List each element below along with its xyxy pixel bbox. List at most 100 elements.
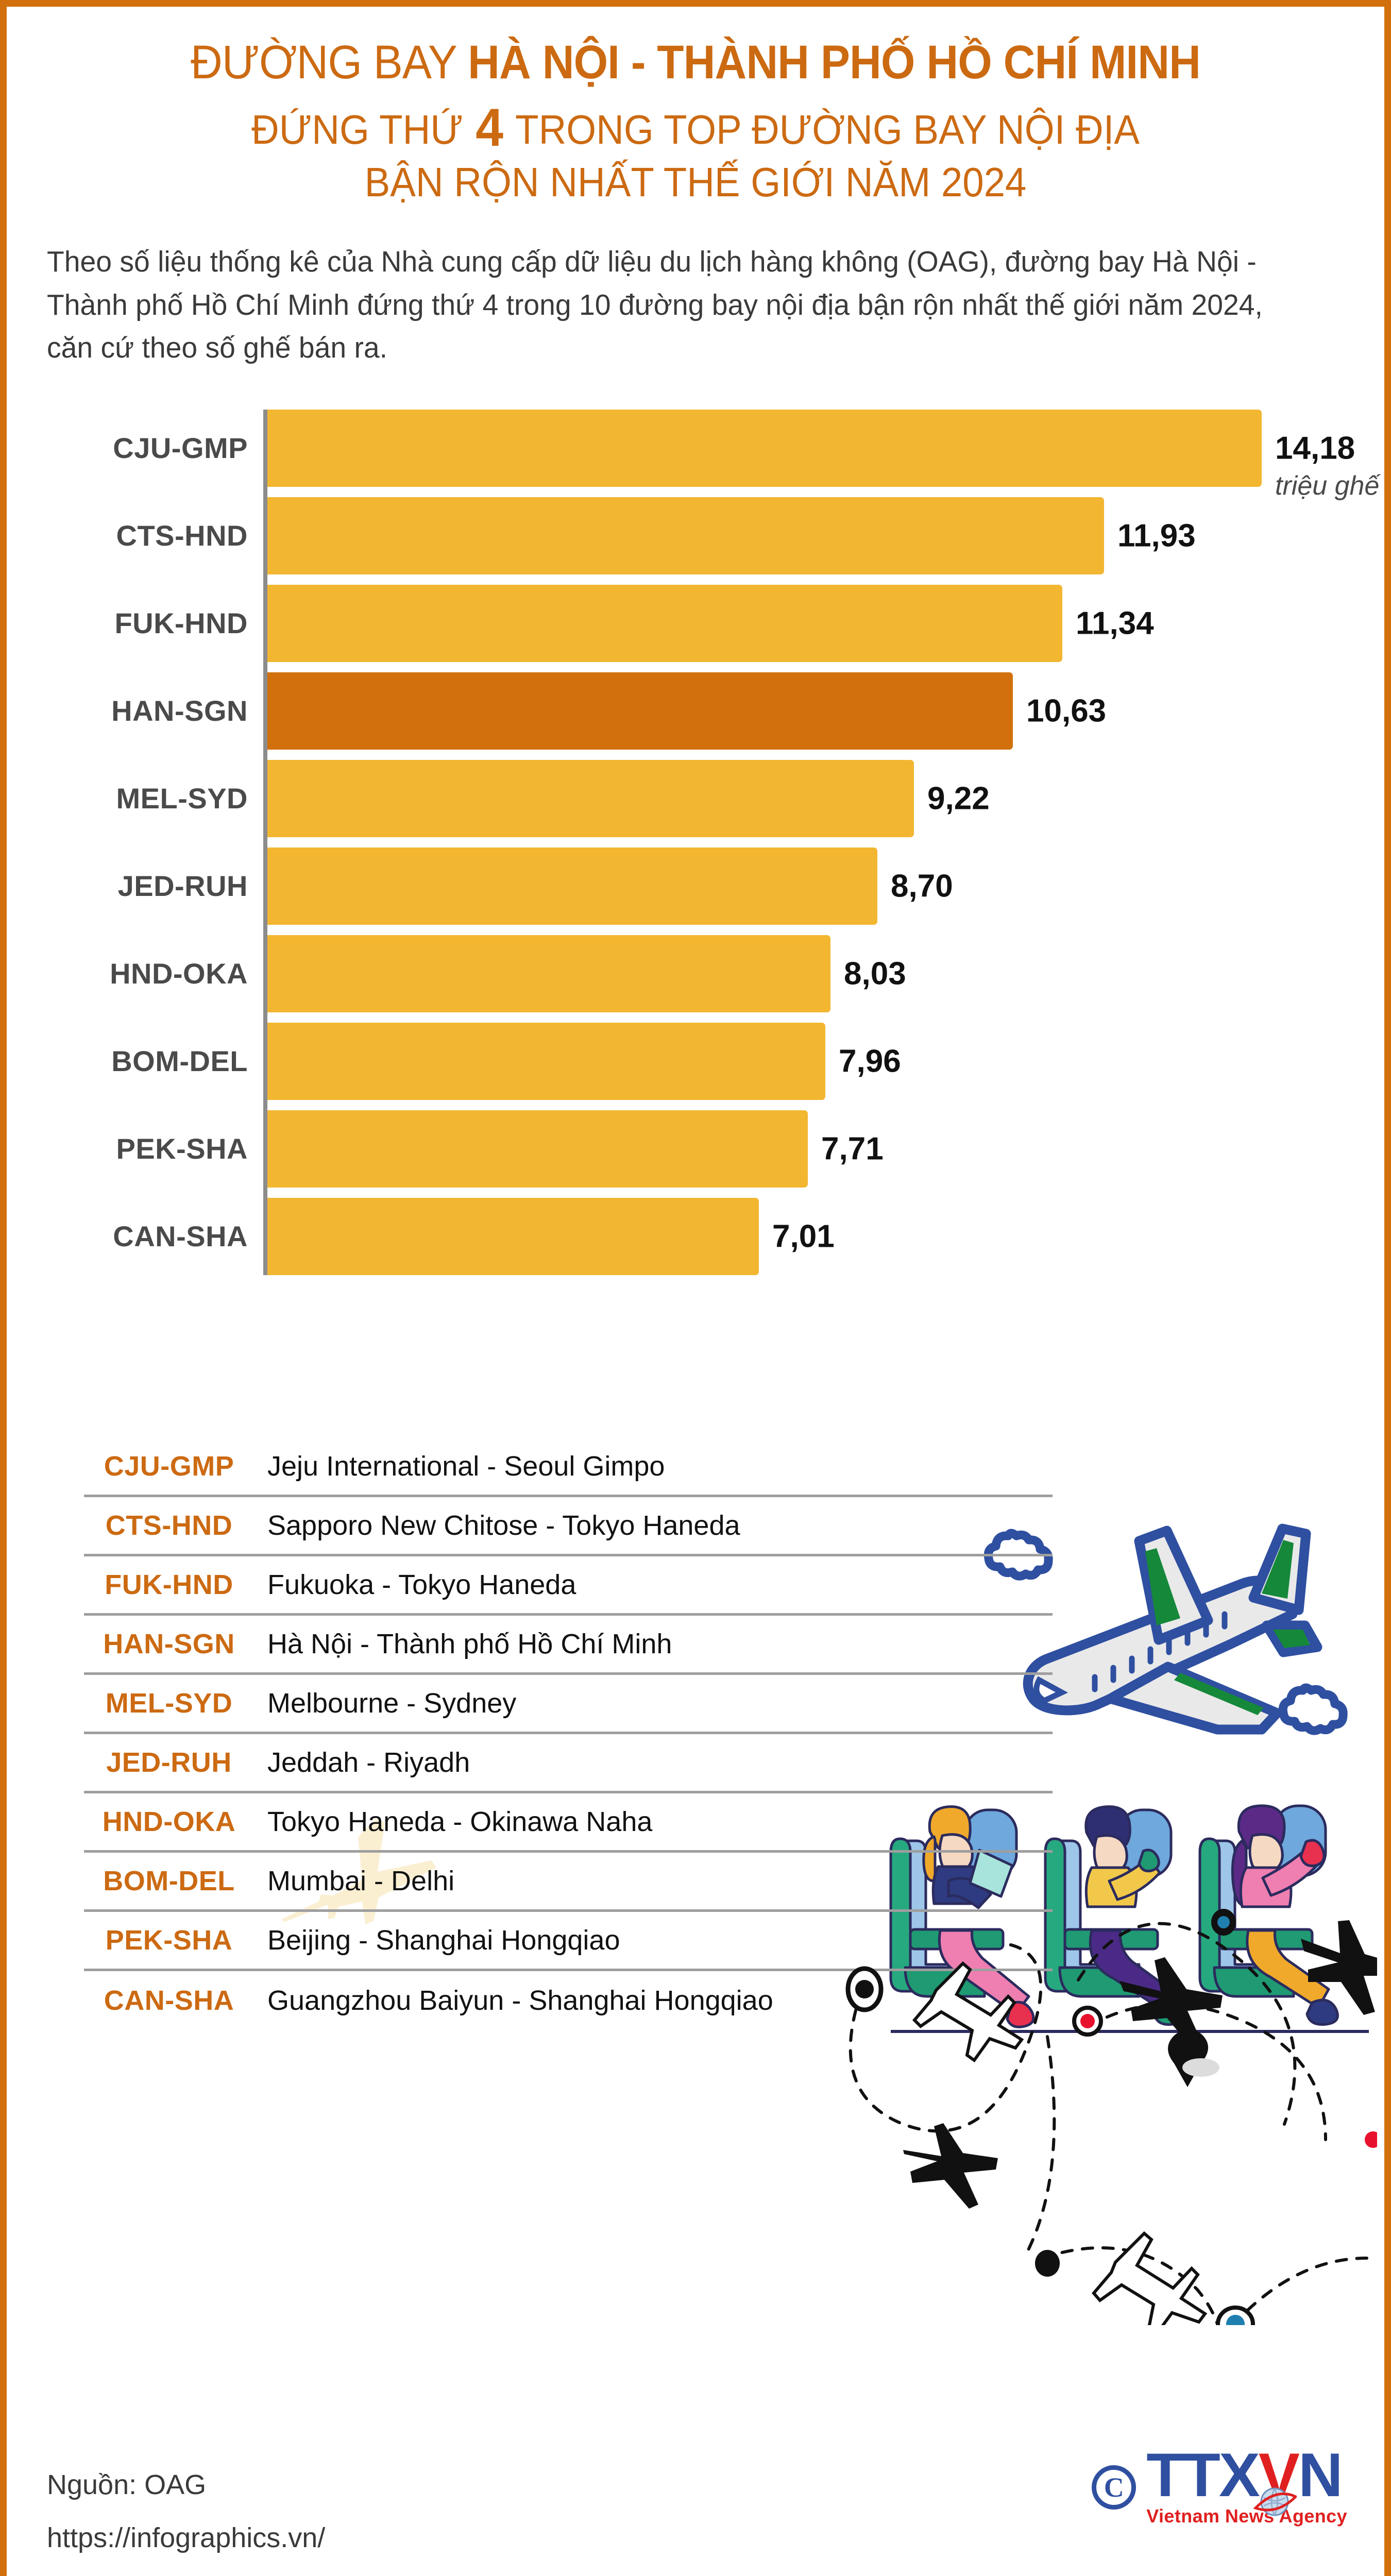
bar-category-label: JED-RUH — [117, 870, 248, 903]
page-title: ĐƯỜNG BAY HÀ NỘI - THÀNH PHỐ HỒ CHÍ MINH — [89, 36, 1303, 89]
legend-row: BOM-DEL Mumbai - Delhi — [84, 1853, 1053, 1912]
subtitle-line-2: BẬN RỘN NHẤT THẾ GIỚI NĂM 2024 — [364, 159, 1027, 205]
legend-route-code: JED-RUH — [106, 1747, 232, 1778]
subtitle-text-b: TRONG TOP ĐƯỜNG BAY NỘI ĐỊA — [505, 106, 1140, 152]
legend-route-name: Jeddah - Riyadh — [267, 1747, 470, 1778]
bar-row: CTS-HND 11,93 — [69, 497, 1315, 574]
legend-row: HND-OKA Tokyo Haneda - Okinawa Naha — [84, 1793, 1053, 1853]
bar-track: 11,93 — [267, 497, 1315, 574]
bar-category-label: HND-OKA — [110, 957, 248, 990]
logo-n: N — [1298, 2441, 1343, 2510]
bar — [267, 759, 914, 837]
footer: Nguồn: OAG https://infographics.vn/ C TT… — [7, 2418, 1384, 2576]
bar — [267, 935, 830, 1012]
legend-row: JED-RUH Jeddah - Riyadh — [84, 1734, 1053, 1793]
bar-row: CAN-SHA 7,01 — [69, 1197, 1315, 1275]
bar-row: FUK-HND 11,34 — [69, 584, 1315, 662]
legend-route-name: Sapporo New Chitose - Tokyo Haneda — [267, 1510, 740, 1541]
bar-track: 14,18 triệu ghế — [267, 409, 1379, 501]
legend-route-code: PEK-SHA — [105, 1924, 233, 1956]
source-url[interactable]: https://infographics.vn/ — [47, 2522, 326, 2553]
legend-route-code: HAN-SGN — [103, 1628, 235, 1659]
bar-value-label: 8,70 — [891, 868, 953, 904]
bar-value-label: 7,01 — [772, 1218, 835, 1255]
bar-category-label: BOM-DEL — [111, 1045, 248, 1078]
bar-track: 7,71 — [267, 1110, 1315, 1188]
bar-row: CJU-GMP 14,18 triệu ghế — [69, 409, 1379, 501]
bar-highlighted — [267, 672, 1013, 750]
bar-row: HND-OKA 8,03 — [69, 935, 1315, 1012]
subtitle-text-a: ĐỨNG THỨ — [251, 106, 474, 152]
ttxvn-logo: C TTXVN Vietnam News Agency — [1092, 2444, 1347, 2527]
bar — [267, 497, 1104, 574]
legend-row: MEL-SYD Melbourne - Sydney — [84, 1675, 1053, 1734]
bar-value-label: 11,34 — [1076, 605, 1154, 641]
bar-value-label: 14,18 — [1275, 430, 1355, 466]
bar-value-label: 8,03 — [844, 956, 906, 992]
route-code-legend-table: CJU-GMP Jeju International - Seoul Gimpo C… — [84, 1438, 1053, 2030]
legend-route-code: FUK-HND — [105, 1569, 233, 1600]
bar-category-label: MEL-SYD — [116, 782, 248, 815]
legend-route-name: Melbourne - Sydney — [267, 1687, 517, 1719]
logo-subtitle: Vietnam News Agency — [1146, 2505, 1347, 2527]
logo-ttx: TTX — [1146, 2441, 1260, 2510]
bar-value-label: 10,63 — [1026, 693, 1107, 729]
bar-track: 7,96 — [267, 1022, 1315, 1100]
legend-row: PEK-SHA Beijing - Shanghai Hongqiao — [84, 1912, 1053, 1971]
logo-wordmark: TTXVN Vietnam News Agency — [1146, 2444, 1347, 2527]
legend-route-code: MEL-SYD — [105, 1687, 233, 1719]
legend-route-name: Mumbai - Delhi — [267, 1865, 455, 1896]
bar-track: 9,22 — [267, 759, 1315, 837]
globe-icon — [1253, 2487, 1297, 2516]
legend-row: FUK-HND Fukuoka - Tokyo Haneda — [84, 1556, 1053, 1616]
subtitle-line-1: ĐỨNG THỨ 4 TRONG TOP ĐƯỜNG BAY NỘI ĐỊA — [89, 101, 1303, 155]
bar-category-label: CTS-HND — [116, 519, 248, 552]
rank-number: 4 — [476, 97, 504, 158]
bar — [267, 1110, 808, 1188]
legend-route-code: CJU-GMP — [104, 1450, 234, 1482]
bar-chart-section: CJU-GMP 14,18 triệu ghế CTS-HND 11,93 FUK-HND… — [7, 409, 1384, 2033]
bar-row: HAN-SGN 10,63 — [69, 672, 1315, 750]
bar-track: 7,01 — [267, 1197, 1315, 1275]
bar — [267, 1197, 759, 1275]
legend-route-name: Beijing - Shanghai Hongqiao — [267, 1924, 620, 1956]
logo-main-text: TTXVN — [1146, 2444, 1347, 2506]
legend-route-code: HND-OKA — [102, 1806, 236, 1837]
bar-track: 8,70 — [267, 847, 1315, 925]
legend-route-name: Tokyo Haneda - Okinawa Naha — [267, 1806, 653, 1837]
legend-route-name: Hà Nội - Thành phố Hồ Chí Minh — [267, 1628, 672, 1659]
bar-track: 11,34 — [267, 584, 1315, 662]
legend-row: HAN-SGN Hà Nội - Thành phố Hồ Chí Minh — [84, 1616, 1053, 1675]
bar-value-label: 7,71 — [821, 1131, 884, 1167]
legend-route-code: CTS-HND — [105, 1510, 233, 1541]
bar-category-label: CAN-SHA — [113, 1220, 248, 1253]
legend-route-name: Guangzhou Baiyun - Shanghai Hongqiao — [267, 1985, 773, 2016]
bar-row: MEL-SYD 9,22 — [69, 759, 1315, 837]
intro-paragraph: Theo số liệu thống kê của Nhà cung cấp d… — [47, 245, 1263, 364]
bar-row: JED-RUH 8,70 — [69, 847, 1315, 925]
chart-unit-note: triệu ghế — [1275, 470, 1380, 501]
bar-value-label: 11,93 — [1117, 518, 1196, 554]
bar-category-label: CJU-GMP — [113, 432, 248, 465]
bar — [267, 409, 1262, 487]
bar-track: 10,63 — [267, 672, 1315, 750]
bar-value-label: 7,96 — [839, 1043, 901, 1079]
copyright-icon: C — [1092, 2465, 1136, 2510]
bar-chart: CJU-GMP 14,18 triệu ghế CTS-HND 11,93 FUK-HND… — [69, 409, 1379, 1275]
legend-route-name: Fukuoka - Tokyo Haneda — [267, 1569, 576, 1600]
bar-row: BOM-DEL 7,96 — [69, 1022, 1315, 1100]
bar-value-label: 9,22 — [927, 781, 990, 817]
chart-axis-line — [263, 409, 267, 1275]
bar-category-label: HAN-SGN — [111, 694, 248, 727]
bar-row: PEK-SHA 7,71 — [69, 1110, 1315, 1188]
legend-row: CTS-HND Sapporo New Chitose - Tokyo Haned… — [84, 1497, 1053, 1556]
title-prefix: ĐƯỜNG BAY — [191, 36, 468, 89]
legend-row: CJU-GMP Jeju International - Seoul Gimpo — [84, 1438, 1053, 1497]
bar-category-label: FUK-HND — [114, 607, 248, 640]
source-block: Nguồn: OAG https://infographics.vn/ — [47, 2459, 325, 2564]
legend-route-code: BOM-DEL — [103, 1865, 235, 1896]
title-route: HÀ NỘI - THÀNH PHỐ HỒ CHÍ MINH — [468, 36, 1201, 89]
source-label: Nguồn: OAG — [47, 2469, 207, 2500]
legend-row: CAN-SHA Guangzhou Baiyun - Shanghai Hongq… — [84, 1971, 1053, 2030]
